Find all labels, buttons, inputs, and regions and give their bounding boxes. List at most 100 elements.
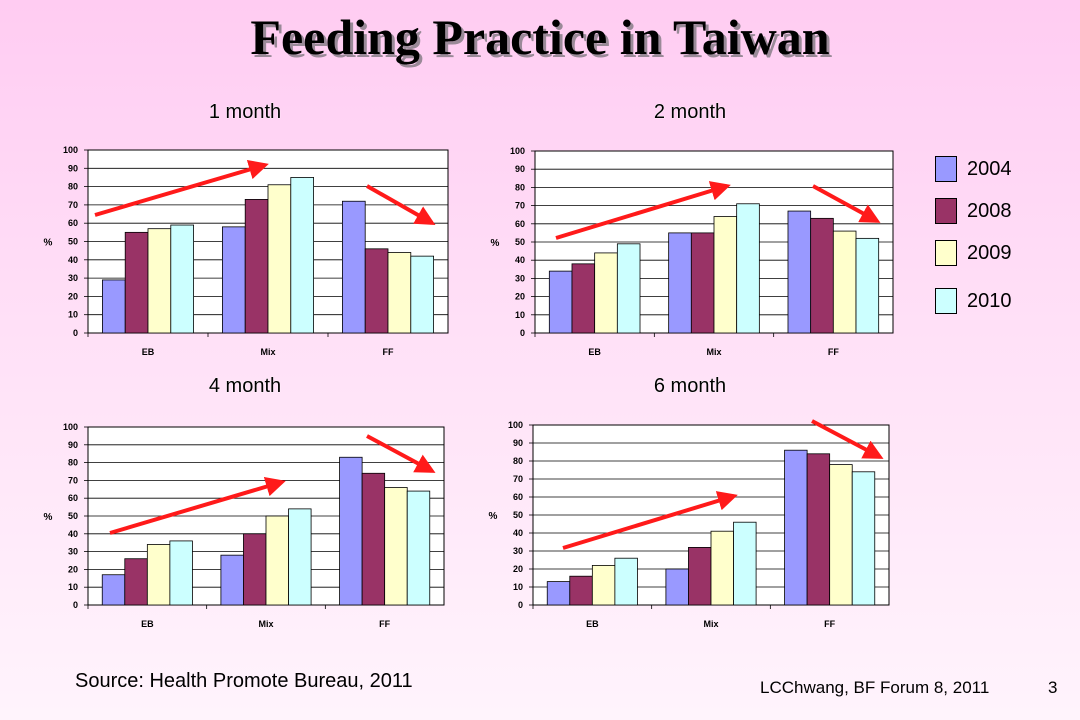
y-tick-label: 50 — [68, 237, 78, 247]
bar-mix-2009 — [710, 530, 734, 606]
legend-label-2009: 2009 — [967, 242, 1012, 264]
y-tick-label: 0 — [520, 328, 525, 338]
y-tick-label: 30 — [68, 547, 78, 557]
x-tick-label: EB — [142, 347, 155, 357]
y-tick-label: 40 — [68, 529, 78, 539]
y-tick-label: 10 — [68, 582, 78, 592]
y-tick-label: 10 — [513, 582, 523, 592]
chart-title: 1 month — [209, 101, 281, 123]
bar-eb-2010 — [616, 243, 641, 334]
trend-arrow-up — [562, 491, 738, 550]
y-tick-label: 70 — [68, 475, 78, 485]
y-tick-label: 0 — [73, 600, 78, 610]
y-tick-label: 10 — [68, 310, 78, 320]
bar-eb-2010 — [170, 224, 195, 334]
y-axis-label: % — [489, 511, 498, 522]
x-tick-label: Mix — [258, 619, 273, 629]
bar-ff-2009 — [829, 464, 853, 606]
y-tick-label: 20 — [68, 564, 78, 574]
x-tick-label: FF — [824, 619, 835, 629]
y-tick-label: 30 — [68, 273, 78, 283]
y-tick-label: 70 — [515, 201, 525, 211]
legend-swatch-2009 — [935, 240, 957, 266]
y-tick-label: 100 — [508, 420, 523, 430]
chart-title: 4 month — [209, 375, 281, 397]
y-tick-label: 20 — [515, 292, 525, 302]
bar-eb-2008 — [569, 575, 593, 606]
y-tick-label: 90 — [513, 438, 523, 448]
y-tick-label: 100 — [63, 422, 78, 432]
y-tick-label: 0 — [73, 328, 78, 338]
chart-legend: 2004 2008 2009 2010 — [935, 148, 1045, 328]
bar-mix-2010 — [736, 203, 760, 334]
y-tick-label: 0 — [518, 600, 523, 610]
chart-title: 6 month — [654, 375, 726, 397]
source-note: Source: Health Promote Bureau, 2011 — [75, 670, 413, 692]
trend-arrow-down — [366, 434, 436, 473]
x-tick-label: Mix — [706, 347, 721, 357]
y-tick-label: 10 — [515, 310, 525, 320]
y-tick-label: 80 — [515, 182, 525, 192]
y-axis-label: % — [44, 512, 53, 523]
y-tick-label: 40 — [515, 255, 525, 265]
y-tick-label: 20 — [513, 564, 523, 574]
bar-ff-2010 — [855, 237, 880, 334]
x-tick-label: Mix — [703, 619, 718, 629]
page-number: 3 — [1048, 678, 1058, 697]
x-tick-label: EB — [586, 619, 599, 629]
legend-swatch-2004 — [935, 156, 957, 182]
bar-eb-2010 — [169, 540, 193, 606]
trend-arrow-down — [366, 184, 436, 225]
y-tick-label: 100 — [63, 145, 78, 155]
y-tick-label: 80 — [68, 182, 78, 192]
y-tick-label: 100 — [510, 146, 525, 156]
y-tick-label: 40 — [513, 528, 523, 538]
y-tick-label: 80 — [513, 456, 523, 466]
y-tick-label: 90 — [68, 440, 78, 450]
x-tick-label: EB — [141, 619, 154, 629]
y-axis-label: % — [44, 238, 53, 249]
bar-mix-2010 — [290, 177, 314, 334]
bar-ff-2010 — [851, 471, 876, 606]
trend-arrow-up — [94, 159, 269, 217]
bar-eb-2010 — [614, 557, 638, 606]
y-tick-label: 70 — [68, 200, 78, 210]
bar-ff-2008 — [806, 453, 831, 606]
legend-label-2010: 2010 — [967, 290, 1012, 312]
bar-eb-2009 — [591, 565, 616, 606]
y-tick-label: 60 — [515, 219, 525, 229]
bar-mix-2008 — [688, 547, 712, 606]
slide-title: Feeding Practice in Taiwan — [250, 9, 830, 65]
y-tick-label: 60 — [68, 218, 78, 228]
bar-mix-2004 — [665, 568, 689, 606]
bar-ff-2004 — [784, 449, 808, 606]
x-tick-label: FF — [379, 619, 390, 629]
y-tick-label: 50 — [68, 511, 78, 521]
bar-ff-2010 — [410, 255, 434, 334]
chart-title: 2 month — [654, 101, 726, 123]
y-tick-label: 90 — [68, 163, 78, 173]
trend-arrow-down — [811, 419, 884, 459]
x-tick-label: Mix — [260, 347, 275, 357]
y-tick-label: 80 — [68, 458, 78, 468]
footer-credit: LCChwang, BF Forum 8, 2011 — [760, 678, 990, 697]
bar-mix-2010 — [288, 508, 312, 606]
legend-label-2004: 2004 — [967, 158, 1012, 180]
y-tick-label: 90 — [515, 164, 525, 174]
bar-eb-2004 — [546, 581, 571, 606]
y-tick-label: 50 — [513, 510, 523, 520]
y-tick-label: 40 — [68, 255, 78, 265]
trend-arrow-up — [109, 476, 286, 535]
y-tick-label: 30 — [513, 546, 523, 556]
legend-swatch-2010 — [935, 288, 957, 314]
y-axis-label: % — [491, 238, 500, 249]
y-tick-label: 20 — [68, 291, 78, 301]
x-tick-label: EB — [588, 347, 601, 357]
legend-swatch-2008 — [935, 198, 957, 224]
bar-mix-2010 — [733, 521, 757, 606]
x-tick-label: FF — [828, 347, 839, 357]
